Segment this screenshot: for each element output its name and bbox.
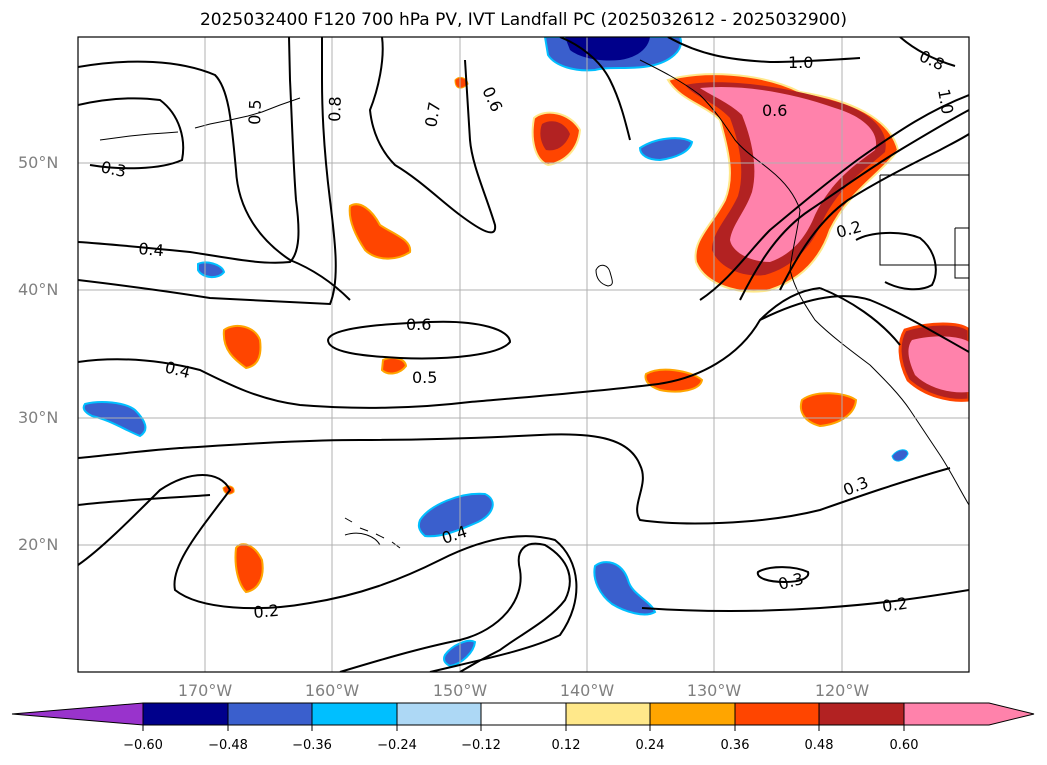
contour-label: 0.2: [881, 594, 909, 616]
positive-anomaly-3: [222, 324, 262, 370]
chart-title: 2025032400 F120 700 hPa PV, IVT Landfall…: [199, 10, 847, 30]
colorbar-tick-label: −0.60: [123, 738, 163, 753]
colorbar-swatch: [818, 702, 905, 726]
negative-anomaly-2: [82, 401, 147, 438]
colorbar-swatch: [480, 702, 567, 726]
positive-anomaly-7: [234, 543, 264, 594]
colorbar-swatch: [565, 702, 651, 726]
lon-label: 130°W: [686, 681, 742, 700]
contour-label: 0.7: [421, 100, 444, 128]
lon-label: 120°W: [814, 681, 870, 700]
colorbar-swatch: [734, 702, 820, 726]
colorbar-tick-label: −0.24: [377, 738, 417, 753]
pv-contours: [78, 37, 969, 672]
ivt-shading: [82, 37, 969, 668]
contour-label: 1.0: [934, 87, 957, 115]
colorbar-high-extend: [903, 702, 1035, 726]
contour-label: 0.6: [478, 84, 506, 115]
lat-label: 40°N: [18, 280, 59, 299]
colorbar-tick-label: 0.48: [804, 738, 834, 753]
contour-label: 0.6: [406, 315, 431, 334]
negative-anomaly-4: [417, 492, 494, 538]
coastlines: [99, 59, 969, 549]
colorbar-tick-label: 0.36: [720, 738, 750, 753]
contour-label: 0.6: [762, 101, 787, 120]
contour-label: 0.3: [776, 569, 806, 594]
lon-label: 160°W: [304, 681, 360, 700]
colorbar-low-extend: [11, 702, 144, 726]
colorbar-tick-label: −0.48: [208, 738, 248, 753]
contour-label: 0.4: [163, 357, 192, 382]
plot-frame: [77, 36, 970, 673]
colorbar-swatch: [142, 702, 229, 726]
graticule: [78, 37, 969, 672]
lon-label: 170°W: [177, 681, 233, 700]
negative-anomaly-3: [197, 261, 226, 278]
contour-label: 0.2: [253, 601, 280, 622]
colorbar-tick-label: −0.36: [292, 738, 332, 753]
colorbar-swatch: [649, 702, 736, 726]
contour-label: 0.5: [245, 99, 265, 125]
colorbar-tick-label: 0.60: [889, 738, 919, 753]
contour-label: 0.3: [840, 473, 871, 500]
contour-label: 1.0: [788, 53, 813, 72]
lon-label: 150°W: [432, 681, 488, 700]
colorbar-swatch: [227, 702, 313, 726]
contour-label: 0.3: [99, 157, 128, 181]
positive-anomaly-4: [380, 357, 408, 375]
colorbar-tick-label: −0.12: [461, 738, 501, 753]
positive-anomaly-6: [800, 392, 858, 428]
negative-anomaly-5: [593, 561, 657, 616]
contour-label: 0.4: [138, 239, 165, 260]
colorbar: [11, 702, 1035, 731]
lat-label: 30°N: [18, 408, 59, 427]
colorbar-swatch: [311, 702, 398, 726]
negative-anomaly-1: [638, 137, 694, 162]
lat-label: 20°N: [18, 535, 59, 554]
lat-label: 50°N: [18, 153, 59, 172]
colorbar-swatch: [396, 702, 482, 726]
positive-anomaly-2: [348, 203, 412, 260]
contour-label: 0.8: [325, 96, 345, 122]
contour-label: 0.5: [412, 368, 437, 387]
colorbar-tick-label: 0.12: [551, 738, 581, 753]
lon-label: 140°W: [559, 681, 615, 700]
colorbar-tick-label: 0.24: [635, 738, 665, 753]
